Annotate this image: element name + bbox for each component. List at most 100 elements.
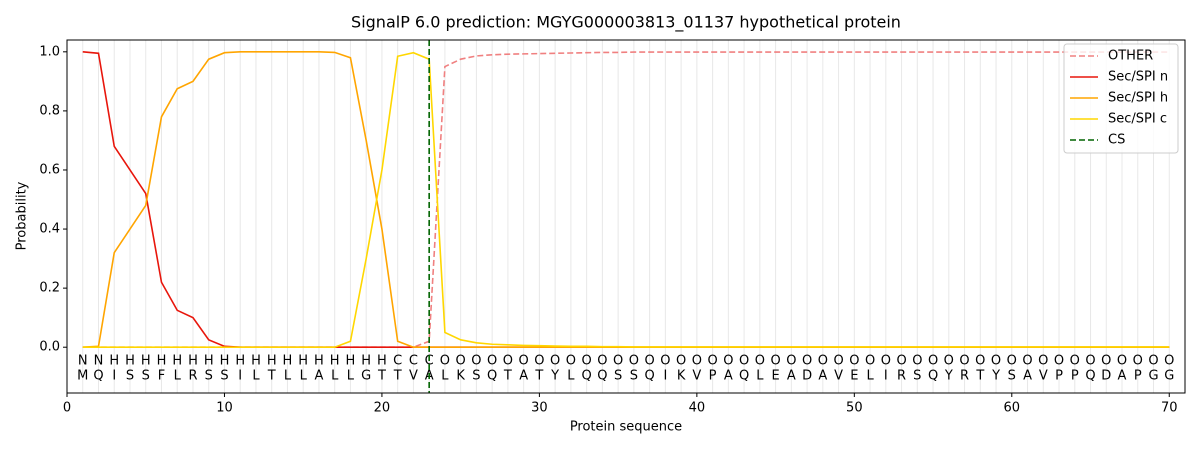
residue-label: P [1055, 369, 1063, 384]
legend-label: Sec/SPI n [1108, 70, 1168, 85]
region-label: H [298, 354, 308, 369]
region-label: O [456, 354, 466, 369]
region-label: H [188, 354, 198, 369]
region-label: O [896, 354, 906, 369]
region-label: O [1022, 354, 1032, 369]
x-tick-label: 10 [216, 401, 233, 416]
residue-label: T [393, 369, 402, 384]
residue-label: S [205, 369, 213, 384]
residue-label: D [1101, 369, 1111, 384]
region-label: H [157, 354, 167, 369]
region-label: O [629, 354, 639, 369]
residue-label: L [441, 369, 449, 384]
region-label: O [928, 354, 938, 369]
region-label: O [1070, 354, 1080, 369]
residue-label: A [1023, 369, 1032, 384]
region-label: O [440, 354, 450, 369]
region-label: O [975, 354, 985, 369]
region-label: O [519, 354, 529, 369]
residue-label: T [503, 369, 512, 384]
region-label: H [125, 354, 135, 369]
region-label: C [393, 354, 402, 369]
region-label: O [550, 354, 560, 369]
residue-label: L [347, 369, 355, 384]
y-tick-label: 1.0 [39, 44, 60, 59]
region-label: H [330, 354, 340, 369]
residue-label: L [174, 369, 182, 384]
residue-label: Q [739, 369, 749, 384]
region-label: H [283, 354, 293, 369]
residue-label: L [756, 369, 764, 384]
region-label: O [833, 354, 843, 369]
series-line [82, 51, 1170, 349]
y-tick-label: 0.6 [39, 162, 60, 177]
residue-label: S [220, 369, 228, 384]
residue-label: V [1039, 369, 1048, 384]
region-label: O [1101, 354, 1111, 369]
residue-label: S [614, 369, 622, 384]
residue-label: Q [597, 369, 607, 384]
region-label: O [1054, 354, 1064, 369]
residue-label: K [677, 369, 686, 384]
region-label: O [534, 354, 544, 369]
residue-label: Q [1085, 369, 1095, 384]
region-label: O [991, 354, 1001, 369]
residue-label: Q [487, 369, 497, 384]
region-label: O [912, 354, 922, 369]
residue-label: L [300, 369, 308, 384]
region-label: O [597, 354, 607, 369]
region-label: H [346, 354, 356, 369]
region-label: O [1164, 354, 1174, 369]
residue-label: G [1164, 369, 1174, 384]
region-label: O [818, 354, 828, 369]
residue-label: P [1071, 369, 1079, 384]
region-label: O [487, 354, 497, 369]
region-label: N [78, 354, 88, 369]
residue-label: L [567, 369, 575, 384]
x-tick-label: 0 [63, 401, 71, 416]
residue-label: I [884, 369, 888, 384]
region-label: H [235, 354, 245, 369]
legend-box [1063, 43, 1179, 154]
x-tick-label: 20 [374, 401, 391, 416]
residue-label: L [284, 369, 292, 384]
region-label: O [1038, 354, 1048, 369]
residue-label: S [126, 369, 134, 384]
residue-label: S [1008, 369, 1016, 384]
residue-label: R [897, 369, 906, 384]
residue-label: T [267, 369, 276, 384]
x-tick-label: 70 [1161, 401, 1178, 416]
region-label: O [755, 354, 765, 369]
region-label: O [645, 354, 655, 369]
residue-label: R [960, 369, 969, 384]
chart-title: SignalP 6.0 prediction: MGYG000003813_01… [351, 13, 901, 33]
region-label: O [849, 354, 859, 369]
region-label: O [1133, 354, 1143, 369]
region-label: O [676, 354, 686, 369]
y-tick-label: 0.4 [39, 222, 60, 237]
residue-label: A [1118, 369, 1127, 384]
residue-label: L [866, 369, 874, 384]
series-line [82, 51, 1170, 349]
x-tick-label: 60 [1004, 401, 1021, 416]
residue-label: V [409, 369, 418, 384]
legend-label: CS [1108, 133, 1125, 148]
residue-label: G [1148, 369, 1158, 384]
region-label: O [613, 354, 623, 369]
region-label: O [1117, 354, 1127, 369]
region-label: H [314, 354, 324, 369]
region-label: C [409, 354, 418, 369]
region-label: O [471, 354, 481, 369]
residue-label: S [913, 369, 921, 384]
legend-label: Sec/SPI h [1108, 91, 1168, 106]
residue-label: Q [582, 369, 592, 384]
x-tick-label: 40 [689, 401, 706, 416]
residue-label: M [77, 369, 88, 384]
region-label: H [141, 354, 151, 369]
residue-label: Q [93, 369, 103, 384]
region-label: O [1148, 354, 1158, 369]
residue-label: S [142, 369, 150, 384]
x-tick-label: 30 [531, 401, 548, 416]
region-label: H [109, 354, 119, 369]
